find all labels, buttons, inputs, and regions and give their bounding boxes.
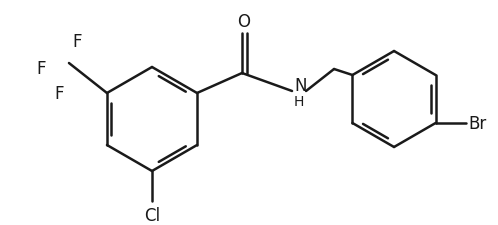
Text: F: F bbox=[36, 60, 46, 78]
Text: N: N bbox=[294, 77, 307, 94]
Text: F: F bbox=[72, 33, 82, 51]
Text: H: H bbox=[294, 94, 304, 108]
Text: Br: Br bbox=[469, 115, 487, 132]
Text: Cl: Cl bbox=[144, 206, 160, 224]
Text: F: F bbox=[54, 85, 64, 103]
Text: O: O bbox=[238, 13, 250, 31]
